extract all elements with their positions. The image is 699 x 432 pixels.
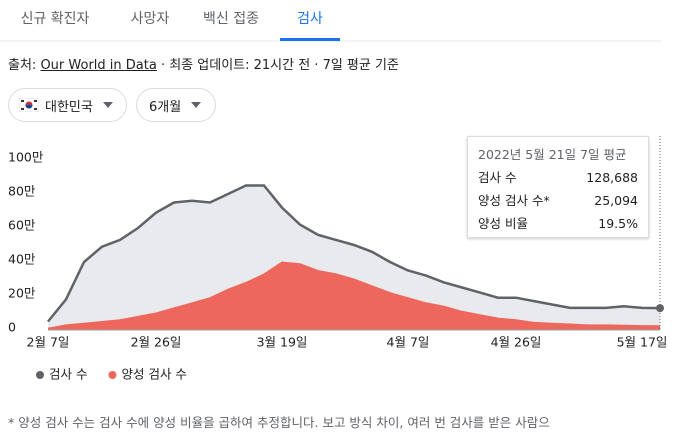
legend-dot (108, 371, 117, 379)
period-label: 6개월 (149, 99, 182, 115)
tooltip-title: 2022년 5월 21일 7일 평균 (478, 147, 627, 162)
tooltip-row: 검사 수 128,688 (478, 166, 638, 189)
area-fill (48, 185, 660, 330)
y-tick-label: 0 (8, 320, 16, 335)
x-tick-label: 4월 7일 (387, 335, 430, 350)
tab-indicator (280, 38, 340, 41)
y-tick-label: 100만 (8, 150, 44, 165)
source-suffix: · 최종 업데이트: 21시간 전 · 7일 평균 기준 (160, 58, 399, 73)
tooltip: 2022년 5월 21일 7일 평균 검사 수 128,688 양성 검사 수* 2… (467, 136, 649, 238)
x-tick-label: 2월 26일 (131, 335, 182, 350)
series-line (47, 184, 661, 323)
dropdown-arrow (102, 102, 113, 108)
tooltip-value: 25,094 (594, 193, 638, 208)
tooltip-label: 양성 검사 수* (478, 193, 550, 208)
source-line: 출처: Our World in Data · 최종 업데이트: 21시간 전 … (8, 54, 399, 73)
source-link[interactable]: Our World in Data (40, 58, 157, 73)
tab[interactable]: 백신 접종 (203, 11, 259, 27)
legend-label: 양성 검사 수 (121, 367, 186, 382)
series-line (47, 261, 661, 329)
dropdown-arrow (191, 102, 202, 108)
y-tick-label: 60만 (8, 218, 36, 233)
footnote: * 양성 검사 수는 검사 수에 양성 비율을 곱하여 추정합니다. 보고 방식… (8, 415, 550, 430)
tooltip-value: 128,688 (586, 170, 638, 185)
country-dropdown[interactable]: 대한민국 (8, 88, 127, 122)
y-tick-label: 20만 (8, 286, 36, 301)
x-tick-label: 5월 17일 (617, 335, 668, 350)
tooltip-value: 19.5% (598, 216, 638, 231)
tooltip-label: 검사 수 (478, 170, 517, 185)
tooltip-label: 양성 비율 (478, 216, 528, 231)
y-tick-label: 40만 (8, 252, 36, 267)
x-tick-label: 3월 19일 (257, 335, 308, 350)
area-fill (48, 262, 660, 330)
tab[interactable]: 사망자 (130, 11, 170, 27)
tooltip-row: 양성 검사 수* 25,094 (478, 189, 638, 212)
tab[interactable]: 신규 확진자 (20, 11, 90, 27)
country-label: 대한민국 (45, 99, 93, 115)
hover-dot (656, 304, 664, 313)
source-prefix: 출처: (8, 58, 37, 73)
tooltip-row: 양성 비율 19.5% (478, 212, 638, 235)
x-tick-label: 2월 7일 (27, 335, 70, 350)
period-dropdown[interactable]: 6개월 (136, 88, 216, 122)
x-tick-label: 4월 26일 (491, 335, 542, 350)
tab[interactable]: 검사 (297, 11, 323, 27)
legend-label: 검사 수 (49, 367, 87, 382)
y-tick-label: 80만 (8, 184, 36, 199)
legend-dot (36, 371, 44, 379)
flag-icon (19, 98, 39, 112)
